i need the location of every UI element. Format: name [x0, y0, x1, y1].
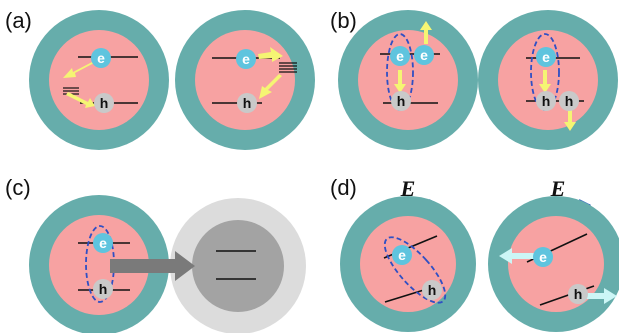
panel-a: (a) e h	[5, 8, 315, 150]
arrow-electron-to-trap	[63, 61, 96, 78]
quantum-dot-c: e h	[29, 195, 169, 333]
hole-label: h	[574, 286, 583, 302]
electron-label: e	[542, 49, 550, 65]
hole	[568, 284, 588, 304]
hole	[237, 93, 257, 113]
field-symbol-left: E	[400, 176, 416, 201]
arrow-hole-right	[586, 288, 617, 304]
hole	[391, 91, 411, 111]
panel-d-label: (d)	[330, 175, 357, 200]
panel-b-label: (b)	[330, 8, 357, 33]
arrow-electron-down	[539, 70, 551, 93]
hole-excited	[559, 91, 579, 111]
arrow-electron-left	[499, 248, 535, 264]
exciton-ellipse	[383, 236, 447, 304]
quantum-dot-a-right: e h	[175, 10, 315, 150]
electron	[392, 245, 412, 265]
hole	[93, 279, 113, 299]
energy-transfer-arrow	[110, 251, 195, 281]
field-symbol-right: E	[550, 176, 566, 201]
arrow-electron-up	[420, 21, 432, 44]
hole-label: h	[542, 93, 551, 109]
hole	[94, 93, 114, 113]
core	[195, 30, 295, 130]
core	[498, 30, 598, 130]
arrow-hole-down	[564, 110, 576, 131]
electron	[91, 48, 111, 68]
electron-excited	[414, 45, 434, 65]
arrow-electron-to-trap	[258, 47, 283, 62]
quantum-dot-b-left: e e h	[338, 10, 478, 150]
hole-label: h	[428, 282, 437, 298]
panel-b: (b) e e h e	[330, 8, 618, 150]
panel-c: (c) e h	[5, 175, 306, 333]
acceptor-dot	[170, 198, 306, 333]
electron-label: e	[97, 50, 105, 66]
core	[358, 30, 458, 130]
core	[49, 30, 149, 130]
trap-levels	[279, 62, 297, 73]
arrow-trap-to-hole	[259, 74, 282, 99]
hole-label: h	[397, 93, 406, 109]
electron	[390, 46, 410, 66]
core	[360, 216, 456, 312]
hole-label: h	[100, 95, 109, 111]
hole-label: h	[243, 95, 252, 111]
electron	[236, 49, 256, 69]
electron	[536, 47, 556, 67]
electron-label: e	[539, 249, 547, 265]
hole	[536, 91, 556, 111]
quantum-dot-b-right: e h h	[478, 10, 618, 150]
arrow-trap-to-hole	[66, 92, 95, 108]
electron-excited-label: e	[420, 47, 428, 63]
panel-a-label: (a)	[5, 8, 32, 33]
quantum-dot-d-right: e h	[488, 196, 619, 332]
electron	[93, 233, 113, 253]
quantum-dot-a-left: e h	[29, 10, 169, 150]
arrow-electron-down	[394, 70, 406, 93]
electron-label: e	[242, 51, 250, 67]
hole-label: h	[99, 281, 108, 297]
electron-label: e	[398, 247, 406, 263]
electron	[533, 247, 553, 267]
acceptor-core	[192, 220, 284, 312]
electron-label: e	[396, 48, 404, 64]
hole	[422, 280, 442, 300]
panel-c-label: (c)	[5, 175, 31, 200]
quantum-dot-d-left: e h	[340, 196, 476, 332]
hole-excited-label: h	[565, 93, 574, 109]
electron-label: e	[99, 235, 107, 251]
panel-d: (d) E E e h	[330, 175, 619, 332]
